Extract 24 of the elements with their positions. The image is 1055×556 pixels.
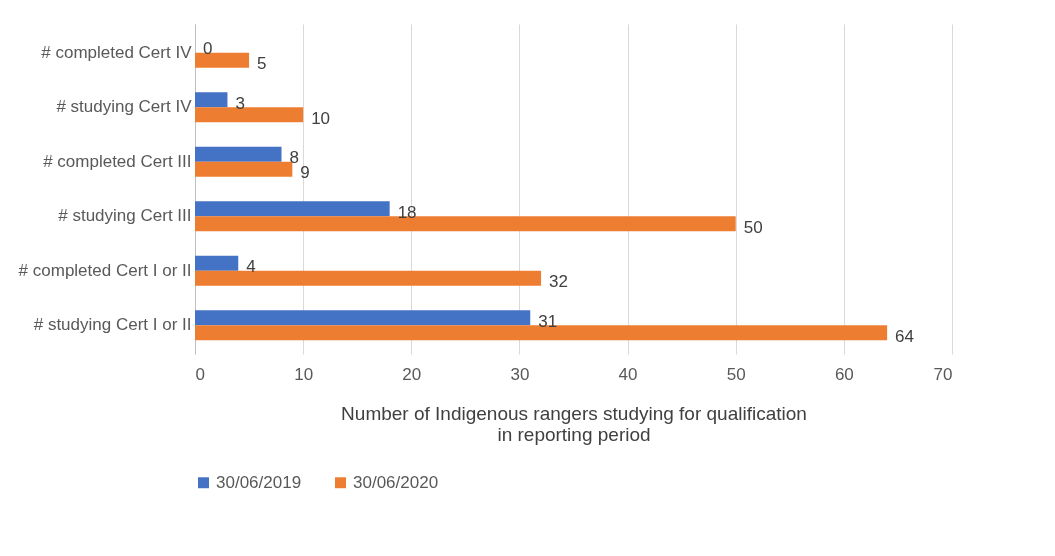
data-label: 32 (549, 272, 568, 292)
x-tick-label: 10 (294, 364, 314, 384)
y-tick-label: # completed Cert I or II (18, 260, 192, 280)
x-tick-label: 70 (933, 364, 953, 384)
x-tick-label: 40 (618, 364, 638, 384)
data-label: 10 (311, 108, 331, 128)
y-tick-label: # studying Cert III (58, 206, 192, 226)
x-tick-label: 20 (402, 364, 422, 384)
y-tick-label: # studying Cert I or II (33, 315, 192, 335)
legend-label: 30/06/2020 (353, 472, 439, 492)
data-label: 8 (289, 148, 299, 168)
x-tick-label: 0 (195, 364, 205, 384)
data-label: 50 (743, 217, 763, 237)
x-tick-label: 30 (510, 364, 530, 384)
x-tick-label: 60 (834, 364, 854, 384)
y-tick-label: # studying Cert IV (56, 97, 193, 117)
x-tick-label: 50 (726, 364, 746, 384)
data-label: 9 (300, 163, 310, 183)
data-label: 5 (257, 54, 267, 74)
y-tick-label: # completed Cert III (43, 151, 192, 171)
legend-label: 30/06/2019 (216, 472, 302, 492)
data-label: 64 (895, 326, 915, 346)
x-axis-title: Number of Indigenous rangers studying for qualification in reporting period (341, 402, 807, 445)
y-tick-label: # completed Cert IV (41, 42, 193, 62)
